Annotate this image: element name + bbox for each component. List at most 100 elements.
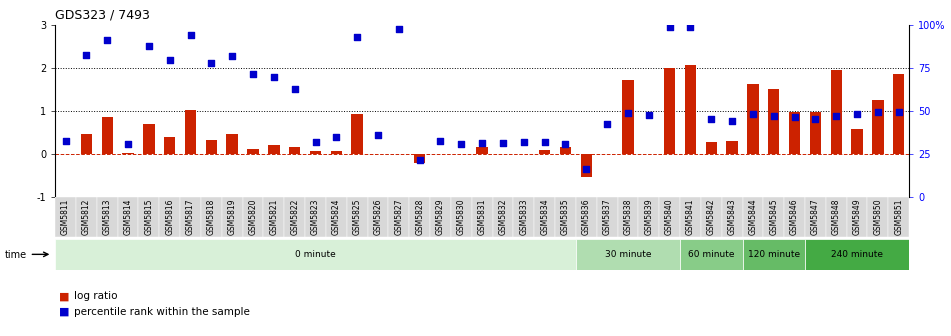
- Text: 240 minute: 240 minute: [831, 250, 883, 259]
- Bar: [722, 197, 743, 237]
- Bar: [326, 197, 347, 237]
- Bar: [805, 197, 825, 237]
- Bar: [201, 197, 222, 237]
- Bar: [368, 197, 388, 237]
- Bar: [305, 197, 326, 237]
- Text: GSM5834: GSM5834: [540, 199, 549, 235]
- Point: [204, 60, 219, 66]
- Bar: [222, 197, 243, 237]
- Text: GSM5830: GSM5830: [456, 199, 466, 235]
- Bar: [560, 147, 572, 154]
- Bar: [576, 239, 680, 270]
- Bar: [243, 197, 263, 237]
- Bar: [764, 197, 785, 237]
- Point: [599, 121, 614, 126]
- Bar: [727, 141, 738, 154]
- Bar: [289, 147, 301, 154]
- Text: GSM5811: GSM5811: [61, 199, 70, 235]
- Bar: [144, 124, 155, 154]
- Text: GSM5826: GSM5826: [374, 199, 382, 235]
- Text: GSM5844: GSM5844: [748, 199, 757, 235]
- Bar: [97, 197, 118, 237]
- Point: [828, 114, 844, 119]
- Text: GDS323 / 7493: GDS323 / 7493: [55, 8, 150, 22]
- Text: GSM5850: GSM5850: [873, 199, 883, 235]
- Point: [746, 111, 761, 117]
- Text: GSM5813: GSM5813: [103, 199, 111, 235]
- Bar: [123, 153, 134, 154]
- Text: GSM5825: GSM5825: [353, 199, 361, 235]
- Bar: [846, 197, 867, 237]
- Point: [266, 75, 281, 80]
- Point: [121, 141, 136, 147]
- Bar: [55, 197, 76, 237]
- Text: GSM5814: GSM5814: [124, 199, 132, 235]
- Bar: [830, 70, 842, 154]
- Point: [787, 115, 803, 120]
- Bar: [102, 117, 113, 154]
- Bar: [576, 197, 596, 237]
- Point: [370, 133, 385, 138]
- Point: [79, 52, 94, 58]
- Text: GSM5841: GSM5841: [686, 199, 695, 235]
- Bar: [284, 197, 305, 237]
- Text: GSM5815: GSM5815: [145, 199, 153, 235]
- Bar: [139, 197, 160, 237]
- Bar: [622, 80, 633, 154]
- Bar: [685, 65, 696, 154]
- Point: [537, 139, 553, 145]
- Text: GSM5828: GSM5828: [416, 199, 424, 235]
- Bar: [55, 239, 576, 270]
- Bar: [263, 197, 284, 237]
- Bar: [76, 197, 97, 237]
- Point: [287, 86, 302, 91]
- Bar: [851, 129, 863, 154]
- Point: [662, 25, 677, 30]
- Bar: [347, 197, 368, 237]
- Bar: [743, 239, 805, 270]
- Bar: [539, 150, 551, 154]
- Bar: [872, 100, 883, 154]
- Bar: [81, 134, 92, 154]
- Bar: [825, 197, 846, 237]
- Text: GSM5818: GSM5818: [207, 199, 216, 235]
- Text: percentile rank within the sample: percentile rank within the sample: [74, 307, 250, 317]
- Text: GSM5842: GSM5842: [707, 199, 716, 235]
- Point: [516, 139, 532, 145]
- Bar: [638, 197, 659, 237]
- Text: GSM5831: GSM5831: [477, 199, 487, 235]
- Point: [58, 138, 73, 143]
- Bar: [160, 197, 180, 237]
- Text: 120 minute: 120 minute: [747, 250, 800, 259]
- Text: 60 minute: 60 minute: [688, 250, 734, 259]
- Point: [704, 116, 719, 121]
- Text: GSM5835: GSM5835: [561, 199, 570, 235]
- Point: [683, 25, 698, 30]
- Bar: [430, 197, 451, 237]
- Bar: [664, 68, 675, 154]
- Point: [641, 113, 656, 118]
- Bar: [706, 142, 717, 154]
- Bar: [888, 197, 909, 237]
- Bar: [680, 197, 701, 237]
- Bar: [747, 84, 759, 154]
- Text: ■: ■: [59, 307, 69, 317]
- Point: [412, 158, 427, 163]
- Text: GSM5820: GSM5820: [248, 199, 258, 235]
- Text: ■: ■: [59, 291, 69, 301]
- Point: [454, 141, 469, 147]
- Text: GSM5847: GSM5847: [811, 199, 820, 235]
- Point: [725, 118, 740, 123]
- Bar: [701, 197, 722, 237]
- Bar: [205, 139, 217, 154]
- Text: GSM5839: GSM5839: [644, 199, 653, 235]
- Bar: [226, 134, 238, 154]
- Point: [495, 140, 511, 146]
- Point: [807, 116, 823, 121]
- Text: GSM5827: GSM5827: [395, 199, 403, 235]
- Bar: [596, 197, 617, 237]
- Point: [224, 53, 240, 59]
- Bar: [809, 112, 821, 154]
- Bar: [184, 110, 196, 154]
- Text: 0 minute: 0 minute: [295, 250, 336, 259]
